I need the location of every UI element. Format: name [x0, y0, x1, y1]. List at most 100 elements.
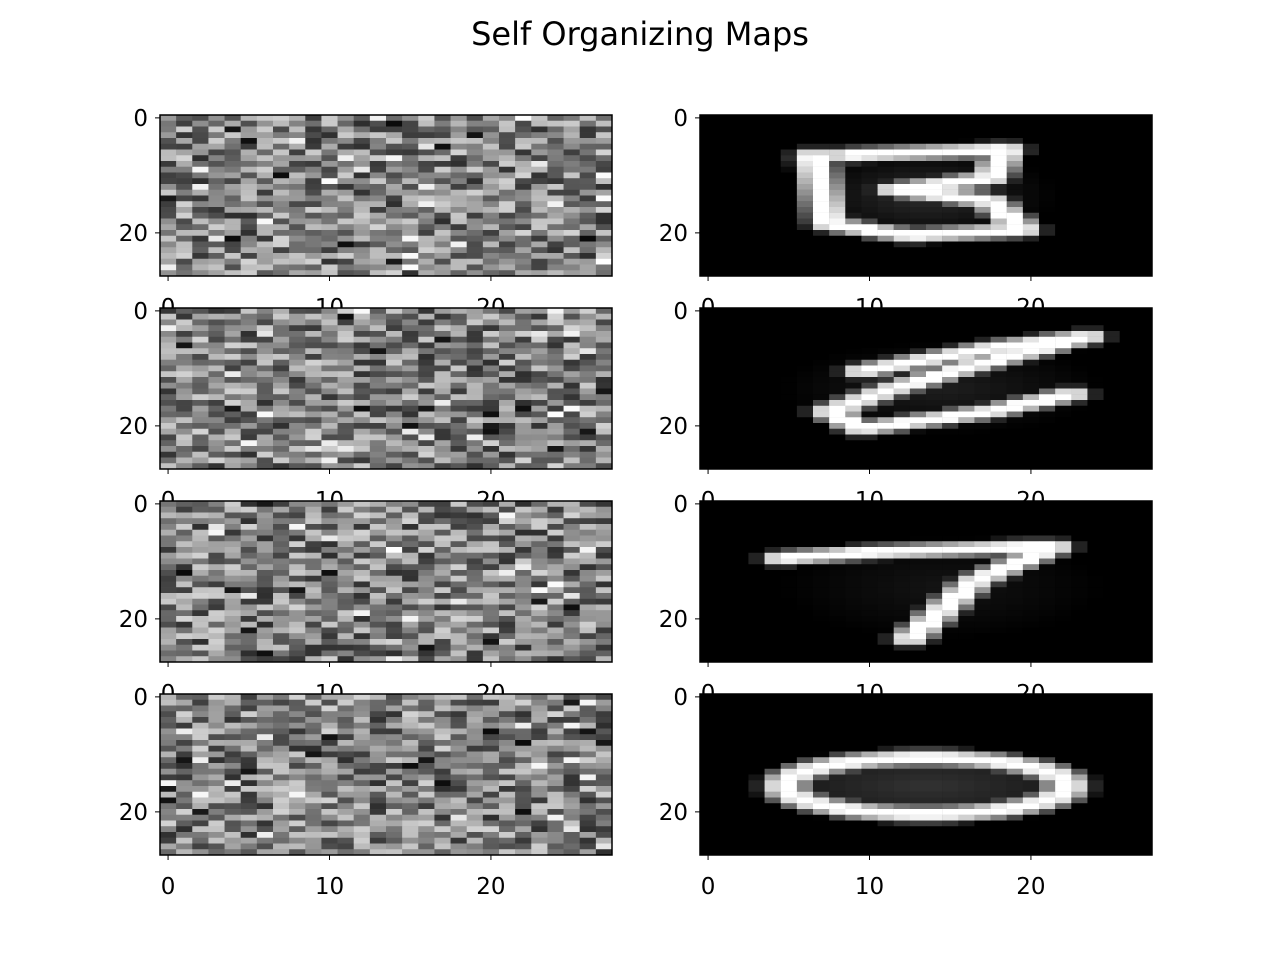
- heatmap-cell: [450, 575, 467, 582]
- heatmap-cell: [402, 699, 419, 706]
- heatmap-cell: [450, 694, 467, 700]
- heatmap-cell: [434, 348, 451, 355]
- heatmap-cell: [450, 184, 467, 190]
- heatmap-cell: [224, 207, 241, 213]
- heatmap-cell: [563, 512, 580, 519]
- heatmap-cell: [402, 627, 419, 634]
- heatmap-cell: [337, 722, 354, 729]
- heatmap-cell: [160, 610, 177, 617]
- heatmap-cell: [208, 593, 225, 599]
- heatmap-cell: [595, 161, 613, 167]
- heatmap-cell: [813, 189, 830, 196]
- heatmap-cell: [1087, 547, 1104, 553]
- heatmap-cell: [716, 143, 733, 150]
- heatmap-cell: [499, 656, 516, 663]
- heatmap-cell: [1022, 604, 1040, 611]
- heatmap-cell: [700, 411, 717, 418]
- heatmap-cell: [369, 132, 387, 139]
- heatmap-cell: [1087, 506, 1104, 513]
- heatmap-cell: [337, 184, 354, 190]
- heatmap-cell: [337, 319, 354, 326]
- heatmap-cell: [515, 575, 532, 582]
- heatmap-cell: [732, 230, 749, 236]
- heatmap-cell: [418, 348, 435, 355]
- heatmap-cell: [926, 644, 943, 651]
- heatmap-cell: [353, 627, 371, 634]
- heatmap-cell: [273, 143, 290, 150]
- heatmap-cell: [958, 405, 975, 412]
- heatmap-cell: [434, 699, 451, 706]
- heatmap-cell: [547, 644, 564, 651]
- heatmap-cell: [256, 258, 274, 265]
- heatmap-cell: [418, 313, 435, 320]
- heatmap-cell: [796, 331, 814, 337]
- heatmap-cell: [273, 541, 290, 548]
- heatmap-cell: [1055, 166, 1072, 173]
- heatmap-cell: [579, 155, 597, 162]
- heatmap-cell: [450, 457, 467, 464]
- heatmap-cell: [1103, 598, 1120, 605]
- heatmap-cell: [240, 241, 258, 248]
- y-tick-label: 20: [119, 221, 148, 247]
- heatmap-cell: [893, 258, 911, 265]
- heatmap-cell: [482, 253, 500, 259]
- heatmap-cell: [1022, 258, 1040, 265]
- heatmap-cell: [990, 633, 1007, 640]
- heatmap-cell: [796, 149, 814, 156]
- heatmap-cell: [418, 394, 435, 401]
- heatmap-cell: [499, 633, 516, 640]
- heatmap-cell: [748, 633, 765, 640]
- heatmap-cell: [482, 587, 500, 594]
- heatmap-cell: [1135, 184, 1153, 190]
- heatmap-cell: [531, 644, 548, 651]
- heatmap-cell: [796, 178, 814, 185]
- heatmap-cell: [466, 535, 484, 542]
- heatmap-cell: [1055, 258, 1072, 265]
- heatmap-cell: [1119, 308, 1137, 314]
- heatmap-cell: [942, 405, 959, 412]
- heatmap-cell: [780, 342, 798, 349]
- heatmap-cell: [224, 506, 241, 513]
- heatmap-cell: [974, 184, 991, 190]
- heatmap-cell: [780, 138, 798, 144]
- heatmap-cell: [369, 501, 387, 507]
- heatmap-cell: [595, 535, 613, 542]
- heatmap-cell: [796, 575, 814, 582]
- heatmap-cell: [877, 558, 894, 565]
- heatmap-cell: [893, 155, 911, 162]
- heatmap-cell: [515, 143, 532, 150]
- heatmap-cell: [942, 518, 959, 525]
- heatmap-cell: [1103, 230, 1120, 236]
- heatmap-cell: [563, 138, 580, 144]
- heatmap-cell: [1135, 382, 1153, 389]
- heatmap-cell: [402, 616, 419, 622]
- heatmap-cell: [974, 400, 991, 406]
- heatmap-cell: [579, 143, 597, 150]
- heatmap-cell: [990, 570, 1007, 576]
- heatmap-cell: [1022, 132, 1040, 139]
- heatmap-cell: [176, 331, 193, 337]
- heatmap-cell: [829, 575, 846, 582]
- heatmap-cell: [1119, 331, 1137, 337]
- heatmap-cell: [547, 552, 564, 559]
- heatmap-cell: [337, 348, 354, 355]
- heatmap-cell: [563, 235, 580, 242]
- heatmap-cell: [208, 518, 225, 525]
- heatmap-cell: [531, 143, 548, 150]
- heatmap-cell: [256, 247, 274, 254]
- heatmap-cell: [893, 348, 911, 355]
- heatmap-cell: [321, 143, 338, 150]
- heatmap-cell: [305, 411, 322, 418]
- heatmap-cell: [224, 593, 241, 599]
- heatmap-cell: [1135, 593, 1153, 599]
- heatmap-cell: [700, 400, 717, 406]
- y-tick-label: 20: [119, 607, 148, 633]
- heatmap-cell: [466, 149, 484, 156]
- heatmap-cell: [353, 258, 371, 265]
- heatmap-cell: [1022, 524, 1040, 530]
- heatmap-cell: [482, 722, 500, 729]
- heatmap-cell: [160, 400, 177, 406]
- heatmap-cell: [337, 501, 354, 507]
- heatmap-cell: [402, 382, 419, 389]
